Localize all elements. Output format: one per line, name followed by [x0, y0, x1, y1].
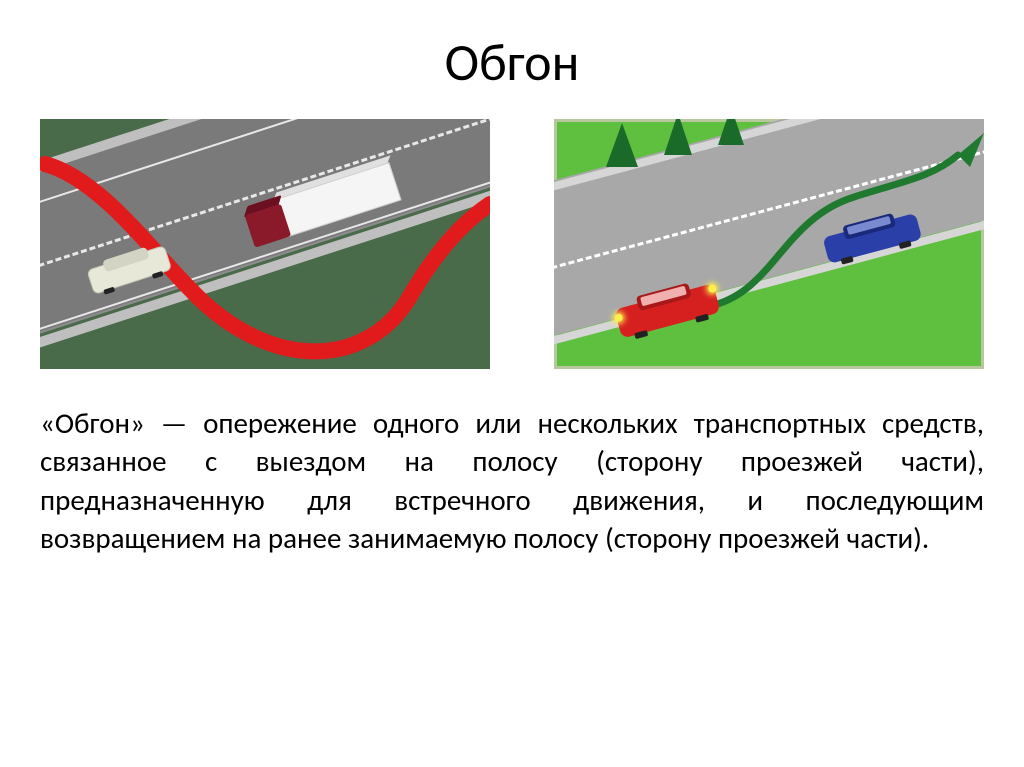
tree-icon [606, 123, 638, 167]
illustration-overtaking-car [554, 119, 984, 369]
illustration-overtaking-truck [40, 119, 490, 369]
definition-text: «Обгон» — опережение одного или нескольк… [40, 404, 984, 557]
tree-icon [664, 119, 692, 155]
slide: Обгон [0, 0, 1024, 767]
tree-icon [718, 119, 744, 145]
page-title: Обгон [40, 30, 984, 94]
images-row [40, 119, 984, 369]
